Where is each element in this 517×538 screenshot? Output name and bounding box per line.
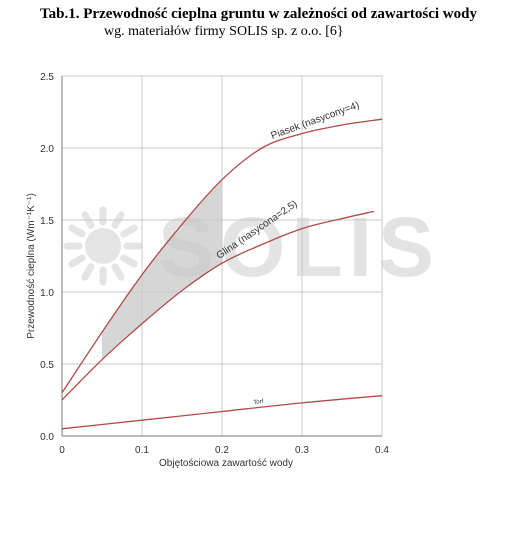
watermark-sun-icon [85,228,121,264]
watermark-sun-ray [111,263,125,281]
y-tick-label: 1.0 [40,288,54,299]
watermark-sun-ray [68,254,86,268]
x-tick-label: 0 [59,445,65,456]
clay-line [61,210,375,401]
watermark-sun-ray [68,224,86,238]
solis-watermark: SOLIS [63,200,434,294]
peat-series-label: Torf [253,399,264,406]
y-axis-label: Przewodność cieplna (Wm⁻¹K⁻¹) [26,193,37,339]
x-tick-label: 0.3 [295,445,309,456]
chart-title: Tab.1. Przewodność cieplna gruntu w zale… [40,6,477,22]
y-tick-label: 1.5 [40,216,54,227]
chart-subtitle: wg. materiałów firmy SOLIS sp. z o.o. [6… [104,24,344,39]
x-axis-label: Objętościowa zawartość wody [159,458,293,469]
series [61,118,383,430]
watermark-sun-ray [120,224,138,238]
watermark-sun-ray [81,263,95,281]
sand-clay-band [102,179,222,360]
y-tick-label: 0.0 [40,432,54,443]
x-tick-label: 0.4 [375,445,389,456]
x-tick-label: 0.1 [135,445,149,456]
sand-series-label: Piasek (nasycony=4) [270,100,361,142]
y-tick-label: 0.5 [40,360,54,371]
watermark-sun-ray [120,254,138,268]
peat-line [61,395,383,430]
y-tick-label: 2.5 [40,72,54,83]
y-tick-label: 2.0 [40,144,54,155]
sand-line [61,118,383,394]
axes: 0.0 0.5 1.0 1.5 2.0 2.5 0 0.1 0.2 0.3 0.4 Objętości… [26,72,389,469]
x-tick-label: 0.2 [215,445,229,456]
uncertainty-band [102,179,222,360]
